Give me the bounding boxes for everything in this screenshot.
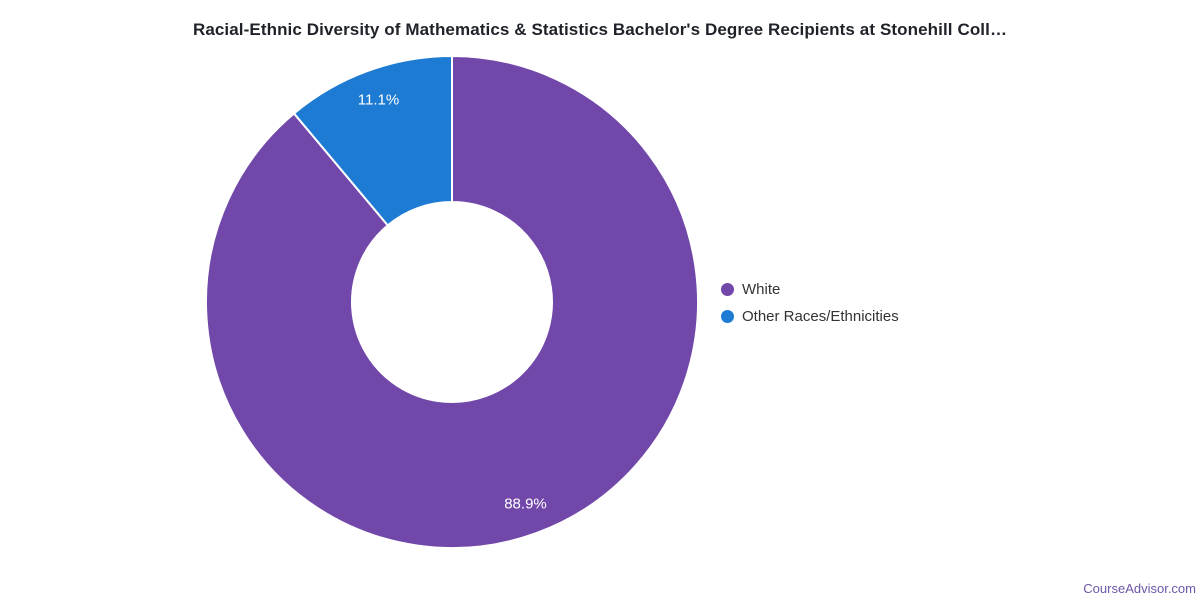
slice-value-label: 11.1% (358, 91, 399, 108)
legend: White Other Races/Ethnicities (721, 276, 899, 330)
slice-value-label: 88.9% (504, 496, 547, 513)
chart-title: Racial-Ethnic Diversity of Mathematics &… (192, 20, 1008, 39)
legend-item-white[interactable]: White (721, 276, 899, 303)
legend-item-other-races-ethnicities[interactable]: Other Races/Ethnicities (721, 303, 899, 330)
legend-label-white: White (742, 281, 781, 298)
pie-slice-other-races-ethnicities[interactable] (293, 55, 453, 227)
legend-label-other-races-ethnicities: Other Races/Ethnicities (742, 308, 899, 325)
pie-slice-white[interactable] (205, 55, 699, 549)
footer-credit-link[interactable]: CourseAdvisor.com (1083, 581, 1196, 596)
legend-marker-white-icon (721, 283, 734, 296)
legend-marker-other-races-ethnicities-icon (721, 310, 734, 323)
